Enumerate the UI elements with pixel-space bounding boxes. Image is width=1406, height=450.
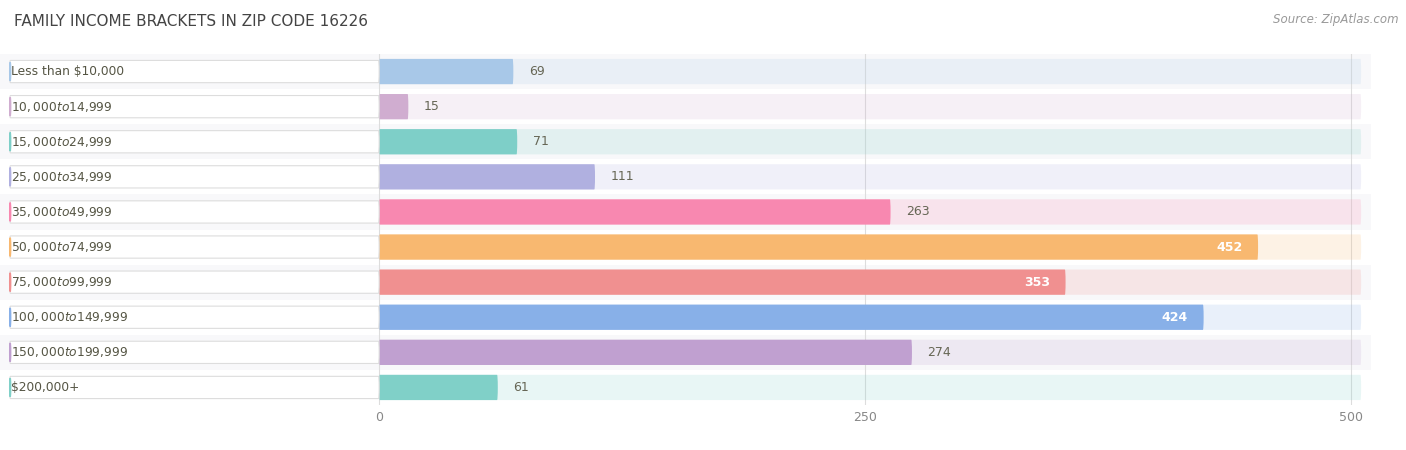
FancyBboxPatch shape [10,95,380,118]
FancyBboxPatch shape [10,236,380,258]
Bar [0,124,1371,159]
FancyBboxPatch shape [380,305,1361,330]
Text: 424: 424 [1161,311,1188,324]
FancyBboxPatch shape [380,129,1361,154]
Text: 111: 111 [610,171,634,183]
Text: 263: 263 [905,206,929,218]
FancyBboxPatch shape [10,341,380,364]
FancyBboxPatch shape [380,94,408,119]
Text: $75,000 to $99,999: $75,000 to $99,999 [11,275,112,289]
Text: $25,000 to $34,999: $25,000 to $34,999 [11,170,112,184]
Text: $100,000 to $149,999: $100,000 to $149,999 [11,310,128,324]
Bar [0,265,1371,300]
Bar [0,54,1371,89]
FancyBboxPatch shape [380,164,1361,189]
FancyBboxPatch shape [380,270,1066,295]
FancyBboxPatch shape [10,271,380,293]
Text: $10,000 to $14,999: $10,000 to $14,999 [11,99,112,114]
FancyBboxPatch shape [380,375,498,400]
FancyBboxPatch shape [380,340,912,365]
FancyBboxPatch shape [380,270,1361,295]
FancyBboxPatch shape [380,340,1361,365]
Bar [0,335,1371,370]
Text: $50,000 to $74,999: $50,000 to $74,999 [11,240,112,254]
Text: 452: 452 [1216,241,1243,253]
FancyBboxPatch shape [380,59,513,84]
Text: $35,000 to $49,999: $35,000 to $49,999 [11,205,112,219]
Text: 61: 61 [513,381,529,394]
Text: 69: 69 [529,65,544,78]
Bar [0,300,1371,335]
Text: FAMILY INCOME BRACKETS IN ZIP CODE 16226: FAMILY INCOME BRACKETS IN ZIP CODE 16226 [14,14,368,28]
FancyBboxPatch shape [10,376,380,399]
FancyBboxPatch shape [380,199,1361,225]
Bar [0,230,1371,265]
FancyBboxPatch shape [10,306,380,328]
Bar [0,370,1371,405]
Bar [0,159,1371,194]
FancyBboxPatch shape [380,199,890,225]
Text: $150,000 to $199,999: $150,000 to $199,999 [11,345,128,360]
Text: Source: ZipAtlas.com: Source: ZipAtlas.com [1274,14,1399,27]
Bar [0,194,1371,230]
Text: 274: 274 [928,346,952,359]
FancyBboxPatch shape [380,94,1361,119]
Bar [0,89,1371,124]
Text: Less than $10,000: Less than $10,000 [11,65,124,78]
FancyBboxPatch shape [380,129,517,154]
FancyBboxPatch shape [10,60,380,83]
Text: $200,000+: $200,000+ [11,381,79,394]
Text: 15: 15 [423,100,440,113]
FancyBboxPatch shape [380,375,1361,400]
FancyBboxPatch shape [380,164,595,189]
FancyBboxPatch shape [380,59,1361,84]
FancyBboxPatch shape [10,166,380,188]
Text: 353: 353 [1024,276,1050,288]
FancyBboxPatch shape [380,305,1204,330]
FancyBboxPatch shape [10,130,380,153]
Text: 71: 71 [533,135,548,148]
FancyBboxPatch shape [10,201,380,223]
Text: $15,000 to $24,999: $15,000 to $24,999 [11,135,112,149]
FancyBboxPatch shape [380,234,1258,260]
FancyBboxPatch shape [380,234,1361,260]
